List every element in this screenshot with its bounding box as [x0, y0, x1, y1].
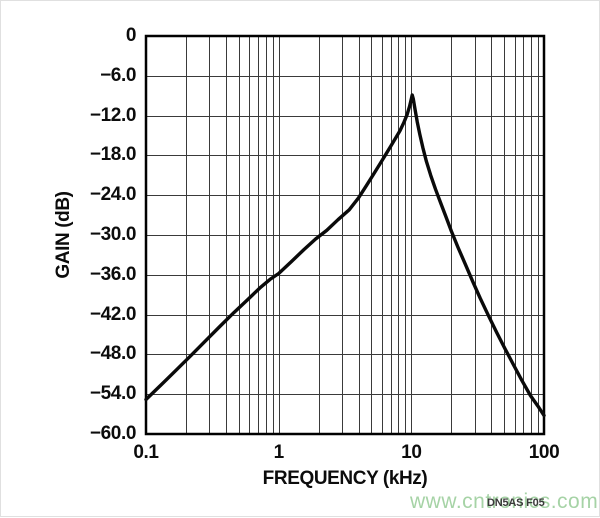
- y-tick-label: −30.0: [89, 224, 136, 245]
- y-tick-label: −6.0: [100, 64, 136, 86]
- y-axis-label: GAIN (dB): [53, 191, 74, 279]
- x-tick-label: 1: [273, 442, 285, 463]
- x-tick-label: 100: [528, 442, 560, 463]
- x-axis-label: FREQUENCY (kHz): [262, 468, 428, 489]
- x-tick-label: 0.1: [133, 442, 159, 463]
- grid-lines: [146, 36, 544, 434]
- x-tick-label: 10: [401, 442, 422, 463]
- grid: [146, 36, 544, 434]
- y-tick-label: −18.0: [89, 144, 136, 166]
- watermark: www.cntronics.com: [410, 490, 599, 513]
- gain-curve: [144, 93, 546, 418]
- y-tick-label: −24.0: [89, 184, 136, 206]
- y-tick-label: −48.0: [89, 343, 136, 365]
- y-tick-label: −36.0: [89, 263, 136, 285]
- y-tick-label: −12.0: [89, 104, 136, 126]
- y-tick-label: −42.0: [89, 303, 136, 325]
- figure-number: DN5AS F05: [487, 497, 545, 509]
- y-tick-label: 0: [125, 25, 137, 46]
- y-tick-label: −60.0: [89, 423, 136, 444]
- plot-frame: [144, 34, 546, 436]
- y-tick-label: −54.0: [89, 383, 136, 405]
